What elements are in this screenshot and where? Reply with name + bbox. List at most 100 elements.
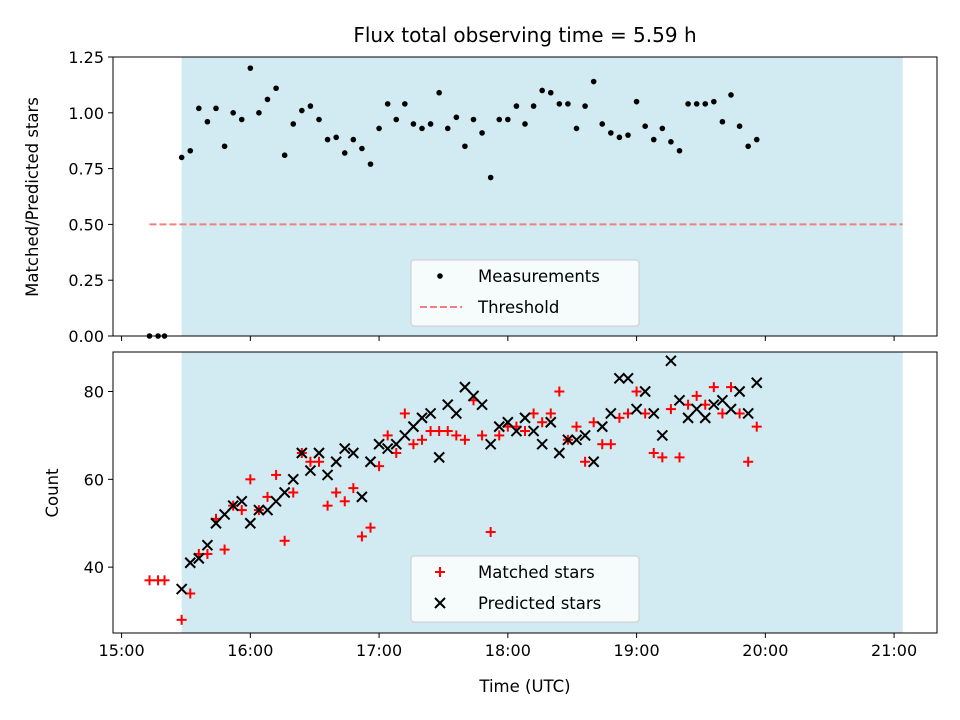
measurement-point [530, 103, 537, 109]
matched-stars-point [279, 535, 290, 546]
measurement-point [350, 136, 357, 143]
predicted-stars-point [313, 447, 325, 459]
matched-stars-point [451, 430, 462, 441]
measurement-point [496, 116, 503, 123]
predicted-stars-point [347, 447, 360, 459]
x-ticks [121, 336, 895, 341]
matched-stars-point [597, 439, 608, 450]
matched-stars-point [159, 575, 170, 586]
measurement-point [693, 101, 700, 107]
measurement-point [204, 118, 211, 125]
predicted-stars-point [639, 385, 651, 398]
measurement-points [146, 65, 760, 339]
measurement-point [513, 103, 520, 109]
matched-stars-point [425, 426, 436, 437]
measurement-point [324, 136, 331, 143]
predicted-stars-point [502, 416, 514, 428]
measurement-point [196, 105, 202, 112]
predicted-stars-point [656, 429, 669, 442]
matched-stars-point [442, 426, 453, 437]
predicted-stars-point [708, 398, 720, 411]
count-panel: 15:00 16:00 17:00 18:00 19:00 20:00 21:00 40 60… [43, 351, 938, 696]
measurement-point [281, 152, 288, 159]
matched-stars-point [271, 469, 282, 480]
x-tick-label: 19:00 [614, 641, 660, 660]
legend-box [410, 555, 640, 623]
matched-stars-point [494, 430, 505, 441]
measurement-point [616, 134, 623, 141]
predicted-stars-point [467, 390, 480, 402]
predicted-stars-point [630, 403, 643, 415]
predicted-stars-point [407, 420, 420, 433]
matched-stars-point [605, 439, 616, 450]
measurement-point [393, 116, 400, 123]
predicted-stars-point [562, 434, 574, 446]
measurement-point [573, 125, 580, 132]
predicted-stars-point [236, 495, 248, 507]
matched-stars-point [631, 386, 642, 397]
x-tick-label: 20:00 [742, 641, 788, 660]
measurement-point [238, 116, 245, 123]
predicted-stars-point [416, 412, 428, 424]
matched-stars-point [288, 487, 299, 498]
predicted-stars-point [682, 412, 694, 424]
x-axis-label: Time (UTC) [478, 677, 570, 696]
matched-stars-point [520, 426, 530, 437]
matched-stars-point [365, 522, 376, 533]
predicted-stars-point [287, 473, 299, 486]
legend-marker-predicted [434, 597, 446, 609]
predicted-stars-point [450, 407, 463, 420]
y-tick-label: 1.00 [68, 104, 104, 123]
matched-stars-point [708, 382, 719, 393]
legend: Measurements Threshold [410, 259, 640, 327]
y-tick-label: 80 [84, 383, 104, 402]
y-tick-label: 0.50 [68, 215, 104, 234]
predicted-stars-point [201, 539, 214, 551]
measurement-point [359, 145, 365, 152]
matched-stars-point [382, 430, 393, 441]
predicted-stars-point [364, 456, 377, 468]
predicted-stars-point [699, 412, 711, 424]
predicted-stars-point [733, 385, 746, 398]
measurement-point [247, 65, 254, 71]
predicted-stars-point [725, 403, 737, 415]
measurement-point [719, 118, 726, 125]
predicted-stars-point [536, 438, 548, 450]
measurement-point [333, 134, 339, 141]
measurement-point [668, 139, 674, 145]
matched-stars-point [665, 404, 676, 415]
measurement-point [367, 161, 374, 167]
x-tick-label: 21:00 [871, 641, 917, 660]
y-axis-label: Matched/Predicted stars [23, 97, 42, 297]
measurement-point [685, 101, 691, 107]
ratio-panel: 0.00 0.25 0.50 0.75 1.00 1.25 Flux total obse… [23, 23, 938, 346]
x-ticks: 15:00 16:00 17:00 18:00 19:00 20:00 21:00 [99, 633, 917, 660]
matched-stars-point [339, 496, 350, 507]
predicted-stars-point [339, 442, 351, 455]
matched-stars-point [399, 408, 410, 419]
matched-stars-point [417, 434, 427, 445]
predicted-stars-point [330, 456, 342, 468]
y-tick-label: 0.00 [68, 327, 104, 346]
matched-stars-point [648, 447, 659, 458]
matched-stars-point [434, 426, 445, 437]
measurement-point [582, 103, 588, 109]
legend-marker-matched [435, 567, 445, 577]
x-tick-label: 15:00 [99, 641, 145, 660]
measurement-point [273, 85, 279, 92]
plot-frame [112, 351, 938, 634]
measurement-point [187, 147, 194, 154]
y-tick-label: 40 [84, 558, 104, 577]
predicted-stars-point [751, 377, 763, 389]
matched-stars-point [545, 408, 556, 419]
measurement-point [290, 121, 297, 127]
measurement-point [753, 136, 760, 143]
measurement-point [642, 123, 648, 129]
y-ticks: 0.00 0.25 0.50 0.75 1.00 1.25 [68, 48, 113, 346]
measurement-point [539, 87, 545, 94]
predicted-stars-point [493, 420, 505, 433]
measurement-point [410, 121, 417, 127]
matched-stars-point [408, 439, 419, 450]
measurement-point [307, 103, 314, 109]
predicted-stars-point [175, 583, 188, 595]
